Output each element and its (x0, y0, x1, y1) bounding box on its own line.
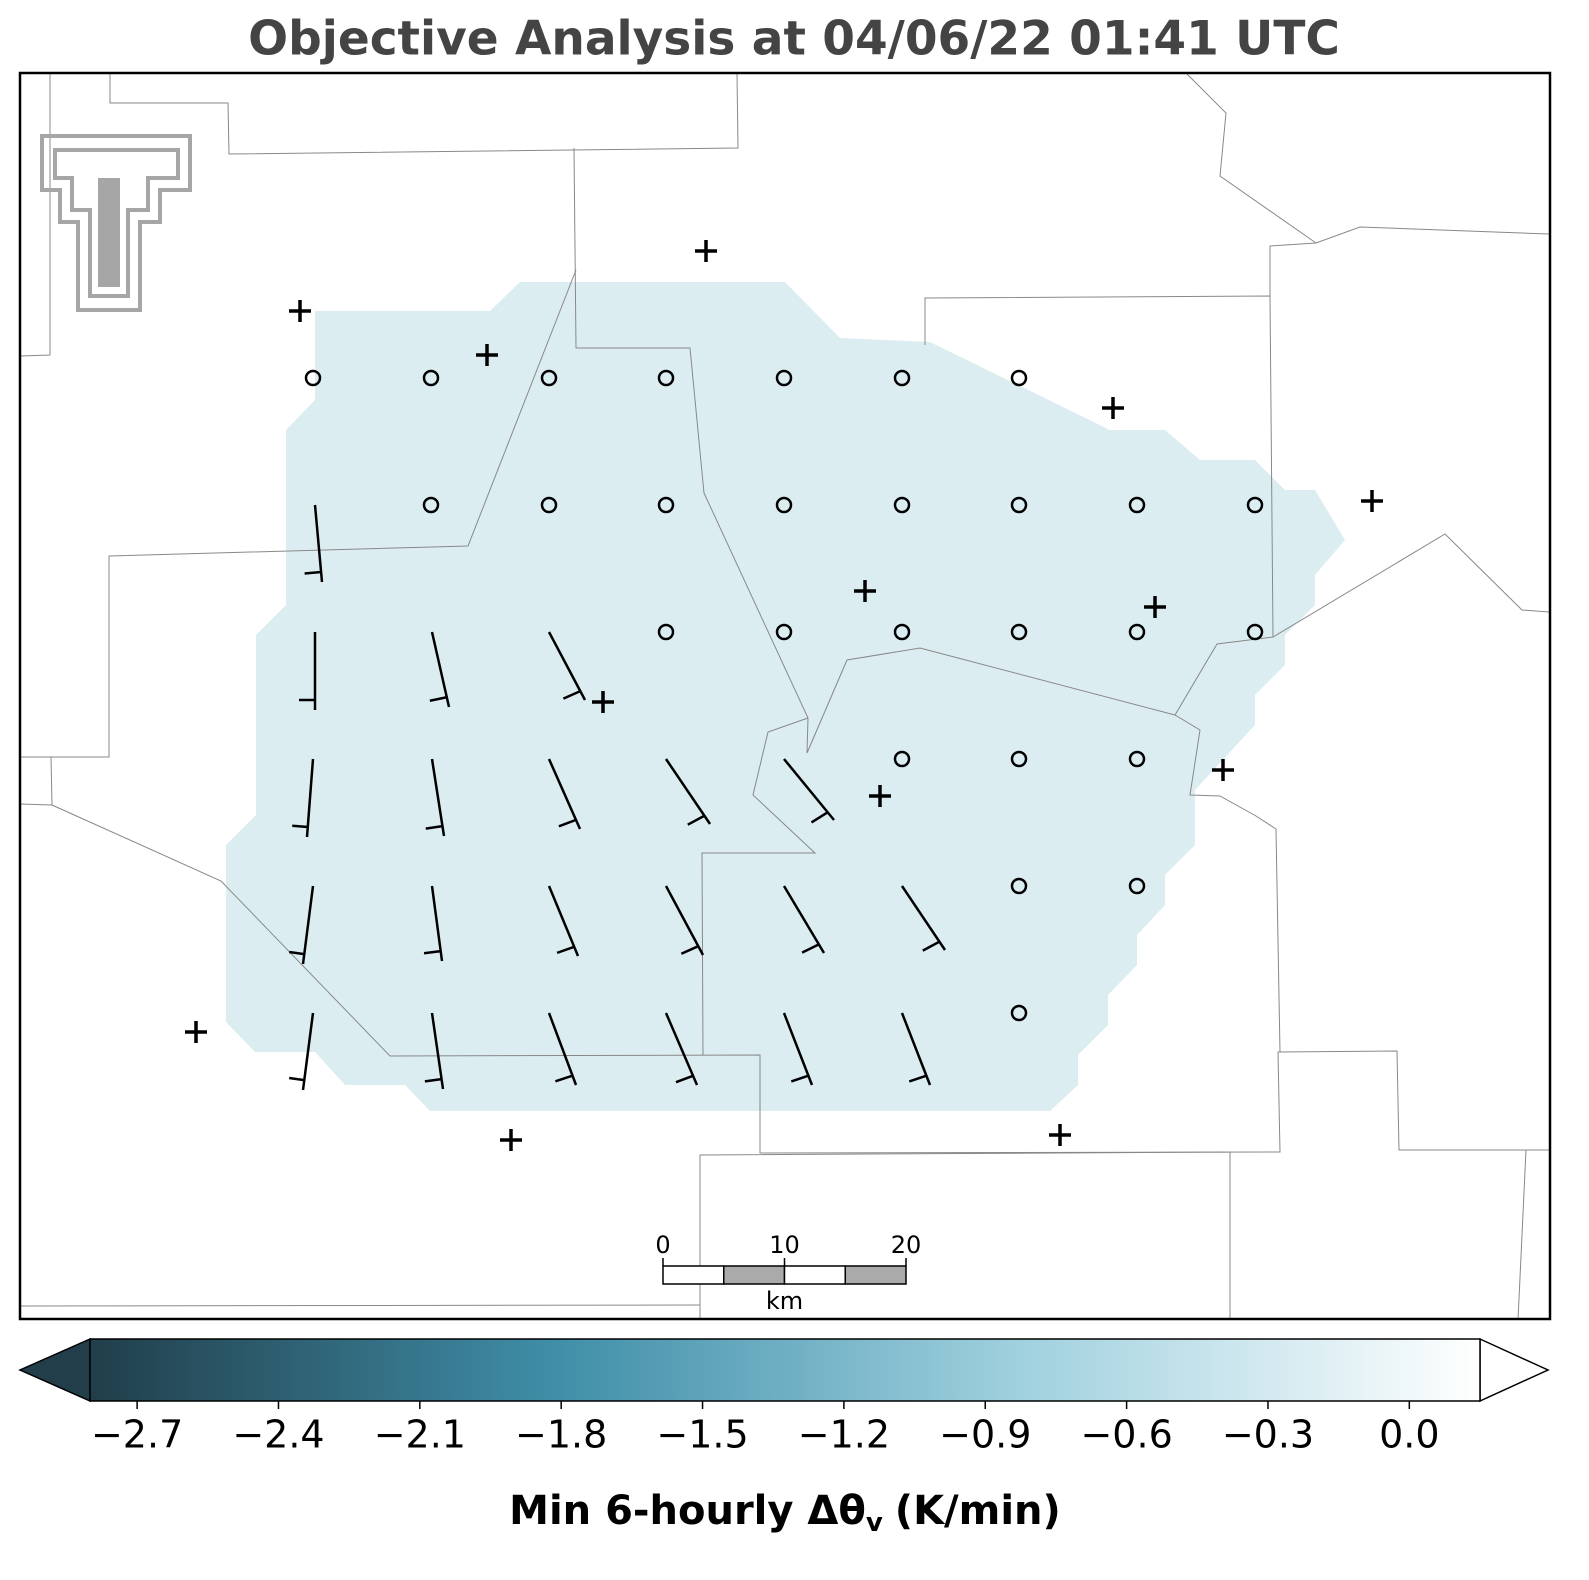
station-marker (500, 1129, 522, 1151)
calm-station (893, 369, 911, 387)
wind-barb (429, 631, 451, 708)
wind-barb (782, 1012, 814, 1086)
map: 0 10 20 km (18, 71, 1552, 1321)
calm-station (422, 369, 440, 387)
analysis-field (226, 282, 1345, 1111)
wind-barb (900, 885, 947, 952)
wind-barb (547, 758, 582, 830)
calm-station (1128, 496, 1146, 514)
county-lines (19, 72, 1550, 1321)
calm-station (1128, 750, 1146, 768)
wind-barb (289, 1012, 315, 1091)
wind-barb (304, 504, 324, 583)
colorbar-tick-label: −0.9 (939, 1413, 1031, 1457)
wind-barb (664, 885, 705, 956)
scale-label: 20 (891, 1231, 922, 1259)
calm-station (775, 623, 793, 641)
station-marker (1144, 596, 1166, 618)
colorbar-tick-label: 0.0 (1379, 1413, 1439, 1457)
scale-unit: km (766, 1287, 803, 1315)
calm-station (1246, 623, 1264, 641)
wind-barb (547, 885, 580, 957)
calm-station (893, 750, 911, 768)
calm-station (657, 496, 675, 514)
station-marker (476, 344, 498, 366)
station-marker (289, 300, 311, 322)
calm-station (1128, 623, 1146, 641)
wind-barb (664, 758, 712, 826)
station-marker (869, 785, 891, 807)
calm-station (657, 623, 675, 641)
colorbar-extend-high (1479, 1337, 1550, 1403)
calm-station (1010, 623, 1028, 641)
calm-station (1010, 877, 1028, 895)
station-marker (185, 1021, 207, 1043)
map-frame (18, 71, 1552, 1321)
scale-bar: 0 10 20 km (655, 1231, 921, 1315)
scale-segment (783, 1265, 846, 1285)
scale-segment (844, 1265, 907, 1285)
scale-label: 0 (655, 1231, 670, 1259)
wind-barb (424, 1012, 445, 1090)
calm-station (775, 369, 793, 387)
colorbar-tick-label: −1.8 (515, 1413, 607, 1457)
calm-station (893, 623, 911, 641)
calm-station (540, 369, 558, 387)
colorbar-tick-label: −2.7 (91, 1413, 183, 1457)
calm-station (775, 496, 793, 514)
colorbar-tick-label: −1.2 (798, 1413, 890, 1457)
calm-station (304, 369, 322, 387)
wind-barb (664, 1012, 699, 1086)
colorbar-label-part: v (866, 1508, 883, 1538)
calm-station (1010, 750, 1028, 768)
station-marker (1361, 490, 1383, 512)
colorbar-label: Min 6-hourly Δθv (K/min) (509, 1488, 1061, 1538)
colorbar-tick-label: −0.3 (1222, 1413, 1314, 1457)
colorbar-tick-label: −2.1 (374, 1413, 466, 1457)
calm-station (540, 496, 558, 514)
colorbar-tick-label: −2.4 (232, 1413, 324, 1457)
station-marker (695, 240, 717, 262)
logo (40, 134, 192, 312)
wind-barb (425, 758, 446, 837)
station-marker (1049, 1124, 1071, 1146)
stations (185, 240, 1383, 1151)
scale-segment (723, 1265, 786, 1285)
wind-barb (782, 885, 826, 954)
colorbar-label-part: (K/min) (895, 1488, 1061, 1534)
wind-barb (900, 1012, 932, 1086)
wind-barb (423, 885, 444, 962)
calm-station (1010, 369, 1028, 387)
wind-barb (783, 758, 835, 824)
wind-barb (288, 885, 315, 965)
title: Objective Analysis at 04/06/22 01:41 UTC (248, 12, 1340, 67)
colorbar: −2.7 −2.4 −2.1 −1.8 −1.5 −1.2 −0.9 −0.6 −0.3 0.0 M… (18, 1337, 1550, 1538)
station-marker (854, 580, 876, 602)
station-marker (1102, 397, 1124, 419)
colorbar-tick-label: −1.5 (656, 1413, 748, 1457)
calm-station (422, 496, 440, 514)
scale-label: 10 (769, 1231, 800, 1259)
calm-station (893, 496, 911, 514)
wind-barb (299, 632, 317, 710)
calm-station (1246, 496, 1264, 514)
station-marker (1212, 759, 1234, 781)
wind-barb (547, 631, 587, 701)
colorbar-tick-label: −0.6 (1080, 1413, 1172, 1457)
calm-station (1010, 1004, 1028, 1022)
colorbar-extend-low (18, 1337, 91, 1403)
scale-segment (662, 1265, 725, 1285)
wind-barb (292, 758, 315, 838)
colorbar-label-part: Min 6-hourly Δθ (509, 1488, 866, 1534)
colorbar-body (89, 1338, 1481, 1402)
station-marker (592, 691, 614, 713)
calm-station (1010, 496, 1028, 514)
wind-barb (547, 1012, 578, 1086)
calm-station (657, 369, 675, 387)
calm-station (1128, 877, 1146, 895)
